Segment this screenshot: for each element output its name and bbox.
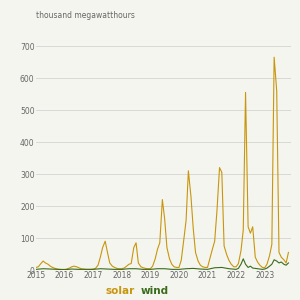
Text: wind: wind [141,286,169,296]
Text: thousand megawatthours: thousand megawatthours [36,11,135,20]
Text: solar: solar [106,286,135,296]
